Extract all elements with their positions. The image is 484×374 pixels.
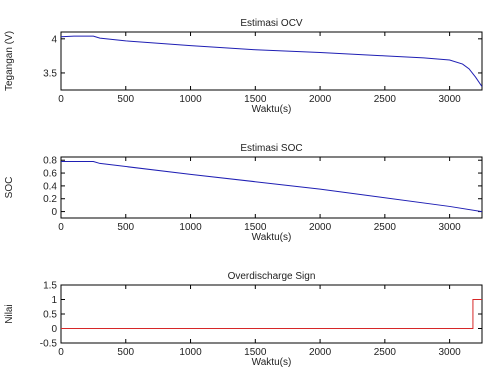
overdischarge-x-tick-label: 2000 <box>309 347 332 358</box>
soc-x-tick-label: 0 <box>58 222 64 233</box>
soc-y-tick-label: 0 <box>51 207 57 218</box>
ocv-x-axis-label: Waktu(s) <box>252 104 292 115</box>
overdischarge-x-axis-label: Waktu(s) <box>252 357 292 368</box>
overdischarge-y-tick-label: 1 <box>51 295 57 306</box>
ocv-y-tick-label: 3.5 <box>43 68 57 79</box>
overdischarge-x-tick-label: 0 <box>58 347 64 358</box>
soc-title: Estimasi SOC <box>240 143 302 154</box>
overdischarge-y-axis-label: Nilai <box>4 304 15 323</box>
overdischarge-x-tick-label: 1500 <box>244 347 267 358</box>
overdischarge-x-tick-label: 500 <box>117 347 134 358</box>
overdischarge-panel: 0 500 1000 1500 2000 2500 3000-0.500.511.5Over… <box>4 271 483 368</box>
soc-x-tick-label: 500 <box>117 222 134 233</box>
soc-y-tick-label: 0.6 <box>43 169 57 180</box>
overdischarge-y-tick-label: 0 <box>51 324 57 335</box>
soc-y-axis-label: SOC <box>4 177 15 199</box>
overdischarge-title: Overdischarge Sign <box>228 271 316 282</box>
overdischarge-y-tick-label: 0.5 <box>43 310 57 321</box>
ocv-x-tick-label: 2500 <box>374 94 397 105</box>
ocv-x-tick-label: 3000 <box>438 94 461 105</box>
ocv-y-axis-label: Tegangan (V) <box>4 31 15 91</box>
ocv-title: Estimasi OCV <box>240 18 303 29</box>
overdischarge-x-tick-label: 3000 <box>438 347 461 358</box>
ocv-x-tick-label: 1500 <box>244 94 267 105</box>
overdischarge-y-tick-label: 1.5 <box>43 281 57 292</box>
soc-y-tick-label: 0.4 <box>43 181 57 192</box>
ocv-panel: 0 500 1000 1500 2000 2500 3000 3.5 4 Estimasi OCV… <box>4 18 483 115</box>
soc-y-tick-label: 0.8 <box>43 156 57 167</box>
ocv-x-tick-label: 1000 <box>179 94 202 105</box>
ocv-series-line <box>61 35 482 87</box>
soc-panel: 0 500 1000 1500 2000 2500 3000 0 0.2 0.40.6 0.8 Est… <box>4 143 483 243</box>
soc-x-tick-label: 1000 <box>179 222 202 233</box>
ocv-y-tick-label: 4 <box>51 34 57 45</box>
overdischarge-x-tick-label: 2500 <box>374 347 397 358</box>
overdischarge-y-tick-label: -0.5 <box>40 339 58 350</box>
soc-series-line <box>61 160 482 213</box>
soc-x-tick-label: 3000 <box>438 222 461 233</box>
ocv-x-tick-label: 2000 <box>309 94 332 105</box>
soc-x-tick-label: 1500 <box>244 222 267 233</box>
ocv-x-tick-label: 500 <box>117 94 134 105</box>
soc-x-tick-label: 2500 <box>374 222 397 233</box>
ocv-x-tick-label: 0 <box>58 94 64 105</box>
soc-x-axis-label: Waktu(s) <box>252 232 292 243</box>
soc-y-tick-label: 0.2 <box>43 194 57 205</box>
soc-x-tick-label: 2000 <box>309 222 332 233</box>
overdischarge-series-line <box>61 299 482 329</box>
overdischarge-axes-box <box>60 284 483 344</box>
overdischarge-x-tick-label: 1000 <box>179 347 202 358</box>
